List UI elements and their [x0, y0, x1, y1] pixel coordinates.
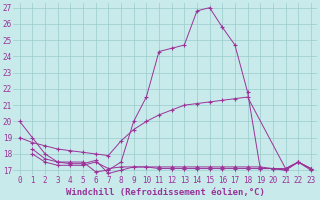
X-axis label: Windchill (Refroidissement éolien,°C): Windchill (Refroidissement éolien,°C) — [66, 188, 265, 197]
